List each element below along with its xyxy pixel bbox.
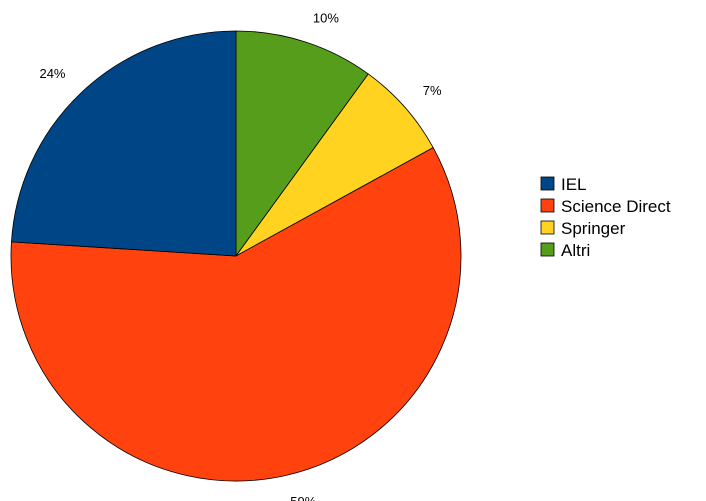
legend-swatch-altri [540,242,555,257]
legend-label-iel: IEL [561,175,587,194]
chart-legend: IEL Science Direct Springer Altri [540,175,671,260]
pie-slice-science-direct [10,147,462,482]
legend-swatch-springer [540,220,555,235]
legend-label-altri: Altri [561,241,590,260]
value-label-iel: 24% [39,66,65,81]
pie-value-labels: 10% 7% 59% 24% [39,10,442,501]
pie-slices [10,30,462,482]
legend-swatch-iel [540,176,555,191]
pie-slice-iel [11,30,237,257]
legend-label-springer: Springer [561,219,626,238]
pie-slice-altri [235,30,369,257]
value-label-springer: 7% [423,83,442,98]
value-label-science-direct: 59% [290,494,316,501]
legend-label-science-direct: Science Direct [561,197,671,216]
legend-swatch-science-direct [540,198,555,213]
value-label-altri: 10% [313,10,339,25]
